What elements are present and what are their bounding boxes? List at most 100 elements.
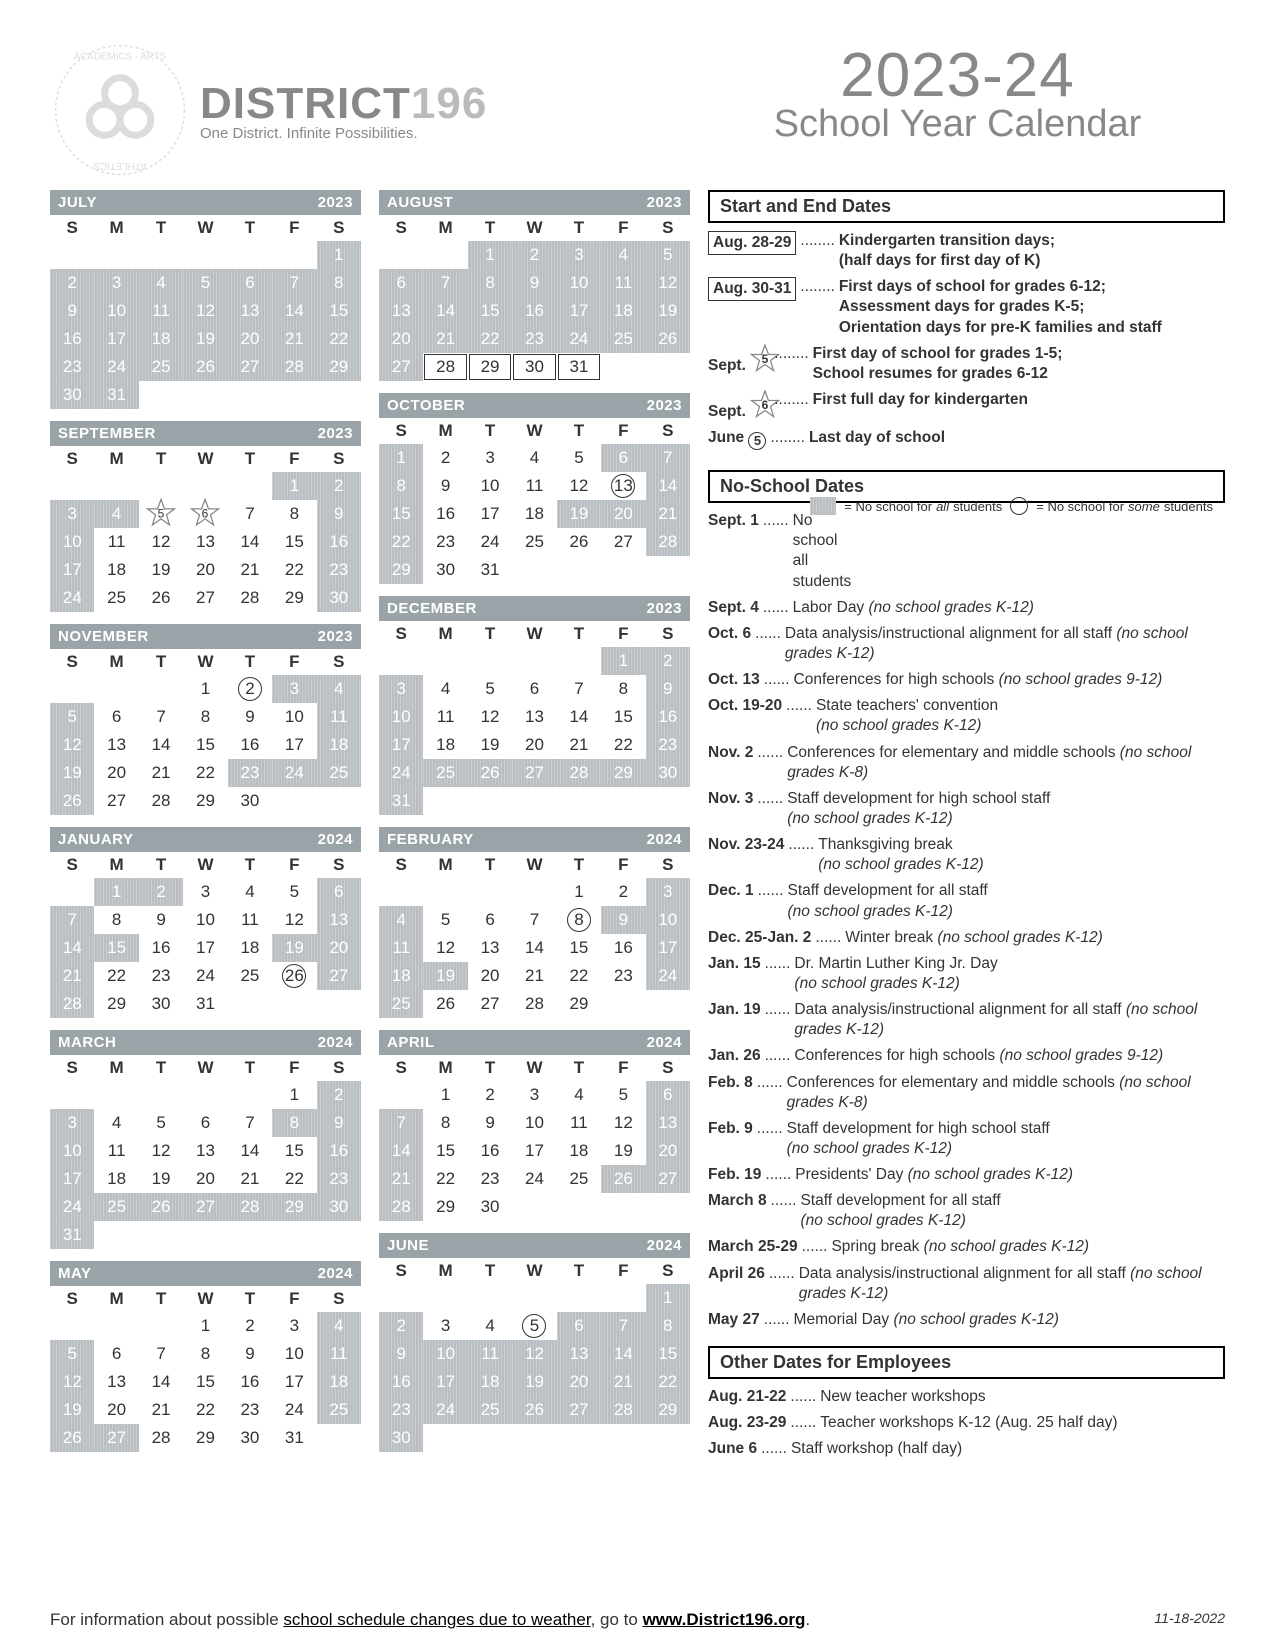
dow-label: T	[557, 852, 601, 878]
svg-text:5: 5	[158, 506, 165, 520]
day-cell: 11	[423, 703, 467, 731]
date-entry: Feb. 19 ...... Presidents' Day (no schoo…	[708, 1165, 1225, 1185]
day-cell: 5	[601, 1081, 645, 1109]
date-entry: Nov. 2 ...... Conferences for elementary…	[708, 743, 1225, 783]
day-cell: 20	[94, 759, 138, 787]
day-cell: 28	[228, 584, 272, 612]
dow-label: S	[317, 649, 361, 675]
day-cell: 19	[50, 1396, 94, 1424]
dow-label: W	[512, 215, 556, 241]
day-cell: 29	[94, 990, 138, 1018]
day-cell: 25	[557, 1165, 601, 1193]
month-july: JULY2023SMTWTFS1234567891011121314151617…	[50, 190, 361, 409]
day-cell: 8	[183, 1340, 227, 1368]
day-cell: 7	[272, 269, 316, 297]
day-cell: 15	[317, 297, 361, 325]
day-cell: 13	[646, 1109, 690, 1137]
footer-link-1[interactable]: school schedule changes due to weather	[283, 1610, 590, 1629]
day-cell: 28	[423, 353, 467, 381]
day-cell: 25	[512, 528, 556, 556]
day-cell: 17	[557, 297, 601, 325]
day-cell: 13	[317, 906, 361, 934]
day-cell: 19	[468, 731, 512, 759]
calendar-columns: JULY2023SMTWTFS1234567891011121314151617…	[50, 190, 690, 1465]
day-cell: 19	[50, 759, 94, 787]
day-cell: 22	[272, 1165, 316, 1193]
day-cell: 5	[139, 1109, 183, 1137]
day-cell: 30	[317, 1193, 361, 1221]
day-cell: 16	[317, 1137, 361, 1165]
day-cell: 17	[272, 731, 316, 759]
date-entry: March 25-29 ...... Spring break (no scho…	[708, 1237, 1225, 1257]
day-cell: 3	[94, 269, 138, 297]
day-cell: 2	[228, 1312, 272, 1340]
date-entry: Feb. 8 ...... Conferences for elementary…	[708, 1073, 1225, 1113]
day-cell: 25	[94, 1193, 138, 1221]
month-april: APRIL2024SMTWTFS123456789101112131415161…	[379, 1030, 690, 1221]
day-cell: 14	[646, 472, 690, 500]
day-cell: 30	[423, 556, 467, 584]
day-cell: 1	[183, 1312, 227, 1340]
day-cell: 5	[512, 1312, 556, 1340]
date-entry: Sept. 1 ...... No school all students	[708, 511, 806, 592]
day-cell: 23	[317, 1165, 361, 1193]
day-cell: 8	[646, 1312, 690, 1340]
dow-label: S	[646, 1055, 690, 1081]
month-header: OCTOBER2023	[379, 393, 690, 418]
day-cell: 26	[139, 584, 183, 612]
day-cell: 7	[512, 906, 556, 934]
day-cell: 30	[512, 353, 556, 381]
day-cell: 25	[601, 325, 645, 353]
day-cell: 11	[512, 472, 556, 500]
day-cell: 18	[139, 325, 183, 353]
dow-label: T	[228, 852, 272, 878]
day-cell: 25	[317, 759, 361, 787]
day-cell: 3	[379, 675, 423, 703]
date-entry: March 8 ...... Staff development for all…	[708, 1191, 1225, 1231]
day-cell: 4	[423, 675, 467, 703]
day-cell: 4	[468, 1312, 512, 1340]
dow-label: F	[272, 649, 316, 675]
day-cell: 2	[646, 647, 690, 675]
day-cell: 21	[228, 1165, 272, 1193]
day-cell: 18	[317, 1368, 361, 1396]
day-cell: 22	[94, 962, 138, 990]
dow-label: F	[601, 1258, 645, 1284]
month-header: AUGUST2023	[379, 190, 690, 215]
day-cell: 28	[512, 990, 556, 1018]
day-cell: 6	[557, 1312, 601, 1340]
day-cell: 27	[317, 962, 361, 990]
day-cell: 2	[50, 269, 94, 297]
dow-label: M	[94, 215, 138, 241]
day-cell: 21	[228, 556, 272, 584]
day-cell: 23	[601, 962, 645, 990]
day-cell: 7	[139, 1340, 183, 1368]
dow-label: M	[423, 852, 467, 878]
day-cell: 3	[183, 878, 227, 906]
day-cell: 16	[228, 1368, 272, 1396]
dow-label: M	[94, 852, 138, 878]
day-cell: 20	[512, 731, 556, 759]
day-cell: 18	[512, 500, 556, 528]
day-cell: 11	[601, 269, 645, 297]
day-cell: 19	[139, 556, 183, 584]
day-cell: 26	[468, 759, 512, 787]
day-cell: 29	[183, 1424, 227, 1452]
day-cell: 2	[423, 444, 467, 472]
day-cell: 18	[228, 934, 272, 962]
side-panel: Start and End Dates Aug. 28-29 ........ …	[708, 190, 1225, 1465]
footer-link-2[interactable]: www.District196.org	[643, 1610, 806, 1629]
day-cell: 1	[423, 1081, 467, 1109]
day-cell: 16	[228, 731, 272, 759]
day-cell: 20	[94, 1396, 138, 1424]
day-cell: 19	[423, 962, 467, 990]
day-cell: 25	[94, 584, 138, 612]
date-entry: Aug. 21-22 ...... New teacher workshops	[708, 1387, 1225, 1407]
dow-label: F	[601, 215, 645, 241]
day-cell: 12	[468, 703, 512, 731]
day-cell: 14	[228, 1137, 272, 1165]
day-cell: 22	[423, 1165, 467, 1193]
day-cell: 5	[50, 1340, 94, 1368]
day-cell: 11	[379, 934, 423, 962]
dow-label: F	[272, 215, 316, 241]
